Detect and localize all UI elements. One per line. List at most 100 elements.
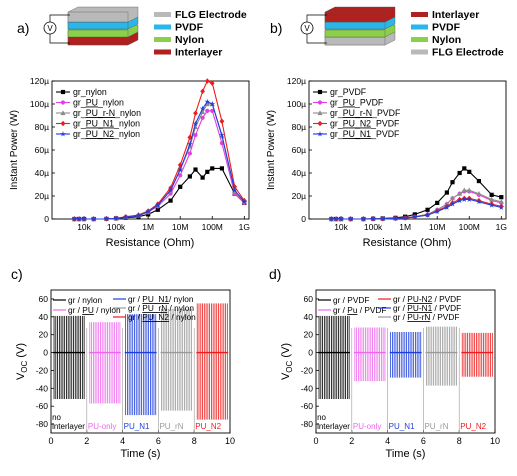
voltmeter-symbol: V	[47, 24, 53, 33]
layer-front-3	[324, 36, 386, 46]
data-point	[103, 215, 110, 222]
data-point	[443, 204, 450, 210]
x-tick-label: 1M	[399, 222, 411, 232]
layer-legend-label: Interlayer	[432, 9, 479, 21]
wire-bottom	[306, 34, 327, 44]
data-point	[204, 101, 210, 107]
y-tick-label: 60	[39, 294, 49, 304]
legend-marker	[317, 100, 323, 105]
data-point	[476, 191, 482, 196]
layer-front-3	[67, 36, 129, 46]
legend-label-part: gr /	[128, 294, 142, 304]
plot-frame	[50, 289, 231, 434]
x-tick-label: 6	[421, 436, 426, 446]
legend-label: gr_nylon	[73, 87, 107, 97]
x-tick-label: 6	[156, 436, 161, 446]
legend-marker	[60, 89, 66, 95]
legend-label-part: gr /	[333, 295, 347, 305]
wire-top	[306, 14, 327, 22]
legend-label: gr_PU_N1_PVDF	[330, 129, 400, 139]
y-tick-label: 0	[43, 348, 48, 358]
segment-PU_rN: PU_rN	[158, 308, 193, 433]
data-point	[461, 196, 468, 202]
segment-label: PU_N1	[124, 422, 150, 431]
voltmeter-symbol: V	[304, 24, 310, 33]
x-tick-label: 0	[313, 436, 318, 446]
y-axis-label: VOC (V)	[15, 343, 29, 380]
data-point	[402, 214, 409, 221]
data-point	[231, 187, 238, 193]
x-tick-label: 1G	[496, 222, 507, 232]
legend-label-part: PU_N1	[86, 119, 114, 129]
data-point	[328, 215, 335, 222]
legend-label-part: PU_N1	[142, 294, 169, 304]
x-tick-label: 4	[120, 436, 125, 446]
data-point	[168, 191, 173, 196]
data-point	[113, 215, 120, 221]
legend-label-part: gr_	[330, 98, 343, 108]
legend-label: gr / PU-N1 / PVDF	[393, 303, 461, 313]
voltmeter-icon	[300, 21, 314, 35]
data-point	[457, 170, 462, 176]
x-tick-label: 10k	[334, 222, 348, 232]
legend-label-part: PU_N1	[343, 129, 371, 139]
data-point	[467, 169, 472, 174]
x-tick-label: 100k	[107, 222, 126, 232]
data-point	[347, 215, 354, 222]
y-axis-label: VOC (V)	[280, 343, 294, 380]
legend-label-part: gr_	[330, 87, 343, 97]
segment-label: PU_N1	[389, 422, 415, 431]
legend-label-part: _PVDF	[354, 98, 384, 108]
legend-label: gr_PVDF	[330, 87, 367, 97]
legend-label-part: gr_	[73, 87, 86, 97]
legend-label: gr / PVDF	[333, 295, 369, 305]
segment-label: PU-only	[353, 422, 381, 431]
layer-front-0	[324, 11, 386, 23]
legend-marker	[60, 100, 66, 105]
layer-legend-label: Nylon	[175, 34, 204, 46]
y-tick-label: -60	[301, 401, 314, 411]
legend-label-part: PU	[82, 305, 94, 315]
data-point	[424, 212, 431, 218]
data-point	[488, 202, 495, 208]
panel-label-b: b)	[270, 20, 282, 36]
data-point	[450, 195, 456, 201]
layer-swatch	[154, 49, 171, 55]
data-point	[219, 118, 225, 124]
data-point	[466, 196, 473, 202]
legend-label: gr / PU / nylon	[68, 305, 121, 315]
legend-label-part: _nylon	[113, 119, 140, 129]
legend-label-part: gr_	[73, 108, 86, 118]
legend-marker	[60, 120, 66, 127]
legend-label-part: gr /	[68, 295, 82, 305]
x-tick-label: 100M	[459, 222, 480, 232]
data-point	[193, 167, 198, 172]
y-label-sub: OC	[285, 360, 294, 372]
y-tick-label: 80µ	[292, 122, 306, 132]
y-tick-label: 0	[301, 214, 306, 224]
segment-label: PU_N2	[460, 422, 486, 431]
data-point	[71, 215, 78, 222]
legend-label-part: gr /	[393, 294, 407, 304]
y-tick-label: 40	[39, 312, 49, 322]
data-point	[338, 215, 344, 222]
data-point	[81, 215, 87, 222]
x-tick-label: 4	[385, 436, 390, 446]
y-tick-label: 100µ	[30, 99, 49, 109]
segment-PU_rN: PU_rN	[423, 326, 458, 433]
data-point	[200, 115, 205, 120]
y-tick-label: 40	[304, 312, 314, 322]
legend-label-part: / PVDF	[430, 312, 459, 322]
layer-swatch	[411, 12, 428, 17]
legend-label: gr / PU_N2 / nylon	[128, 312, 196, 322]
data-point	[209, 80, 215, 86]
layer-front-2	[67, 29, 129, 38]
segment-PU-only: PU-only	[86, 322, 121, 433]
legend-label-part: gr /	[68, 305, 82, 315]
y-tick-label: 20	[304, 330, 314, 340]
segment-no interlayer: nointerlayer	[52, 315, 85, 431]
data-point	[155, 207, 160, 212]
data-point	[449, 201, 456, 207]
wire-bottom	[49, 34, 70, 44]
